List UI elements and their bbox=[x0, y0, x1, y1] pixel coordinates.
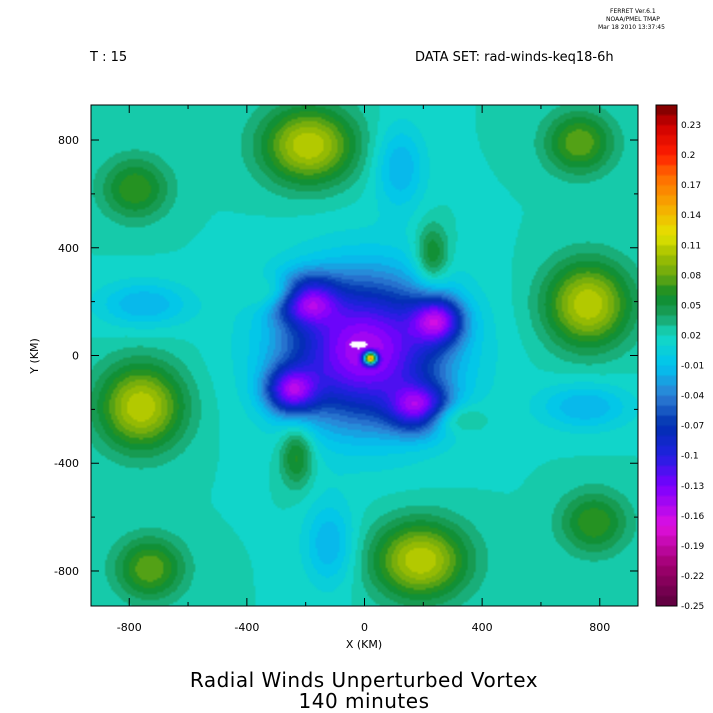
y-tick-label: 0 bbox=[72, 350, 79, 363]
colorbar-label: 0.2 bbox=[681, 151, 695, 161]
colorbar-label: -0.25 bbox=[681, 602, 704, 612]
y-axis-label: Y (KM) bbox=[28, 338, 41, 375]
y-tick-label: 400 bbox=[58, 242, 79, 255]
y-tick-label: -800 bbox=[54, 565, 79, 578]
x-tick-label: -800 bbox=[117, 621, 142, 634]
colorbar-frame bbox=[655, 104, 678, 607]
colorbar-label: 0.11 bbox=[681, 241, 701, 251]
x-axis-label: X (KM) bbox=[346, 638, 382, 651]
y-tick-label: -400 bbox=[54, 457, 79, 470]
colorbar-label: -0.13 bbox=[681, 482, 704, 492]
contour-field bbox=[91, 105, 638, 606]
colorbar-label: 0.14 bbox=[681, 211, 701, 221]
colorbar-label: -0.01 bbox=[681, 362, 704, 372]
colorbar-gradient bbox=[656, 105, 677, 606]
colorbar-label: 0.08 bbox=[681, 271, 701, 281]
colorbar-label: -0.22 bbox=[681, 572, 704, 582]
ferret-version: FERRET Ver.6.1 bbox=[610, 8, 656, 15]
x-tick-label: 800 bbox=[589, 621, 610, 634]
ferret-timestamp: Mar 18 2010 13:37:45 bbox=[598, 24, 665, 31]
x-tick-label: 400 bbox=[472, 621, 493, 634]
colorbar-label: -0.16 bbox=[681, 512, 705, 522]
ferret-org: NOAA/PMEL TMAP bbox=[606, 16, 660, 23]
chart-title: Radial Winds Unperturbed Vortex bbox=[190, 668, 538, 692]
chart-subtitle: 140 minutes bbox=[299, 689, 430, 713]
x-tick-label: 0 bbox=[361, 621, 368, 634]
colorbar-label: 0.02 bbox=[681, 331, 701, 341]
x-tick-labels: -800 -400 0 400 800 bbox=[117, 621, 611, 634]
colorbar: 0.23 0.2 0.17 0.14 0.11 0.08 0.05 0.02 -0.01 -0.0… bbox=[655, 104, 705, 612]
x-tick-label: -400 bbox=[234, 621, 259, 634]
colorbar-label: 0.05 bbox=[681, 301, 701, 311]
colorbar-label: -0.1 bbox=[681, 452, 699, 462]
time-label: T : 15 bbox=[89, 50, 127, 65]
colorbar-label: -0.04 bbox=[681, 392, 705, 402]
dataset-label: DATA SET: rad-winds-keq18-6h bbox=[415, 50, 614, 65]
y-tick-label: 800 bbox=[58, 134, 79, 147]
colorbar-labels: 0.23 0.2 0.17 0.14 0.11 0.08 0.05 0.02 -0.01 -0.0… bbox=[681, 121, 705, 612]
colorbar-label: 0.23 bbox=[681, 121, 701, 131]
colorbar-label: 0.17 bbox=[681, 181, 701, 191]
plot-area: -800 -400 0 400 800 -800 -400 0 400 800 bbox=[54, 104, 639, 634]
y-tick-labels: -800 -400 0 400 800 bbox=[54, 134, 79, 578]
axis-ticks bbox=[91, 105, 638, 606]
colorbar-label: -0.07 bbox=[681, 422, 704, 432]
colorbar-label: -0.19 bbox=[681, 542, 705, 552]
